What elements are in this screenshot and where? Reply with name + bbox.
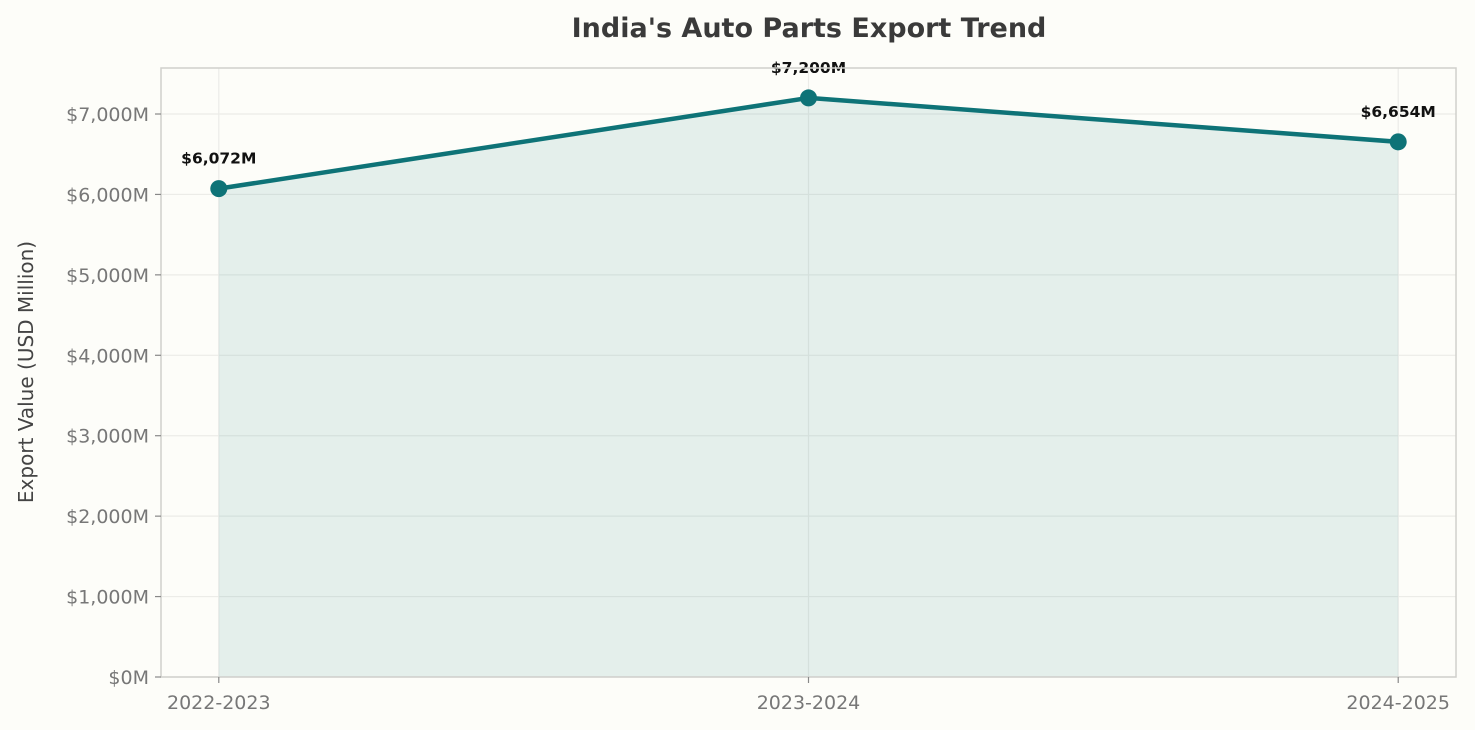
x-tick-label: 2024-2025 — [1346, 692, 1450, 714]
area-fill — [218, 97, 1399, 677]
y-tick-label: $7,000M — [66, 104, 149, 126]
y-axis-label: Export Value (USD Million) — [14, 241, 38, 503]
data-point — [1389, 133, 1407, 151]
chart-title: India's Auto Parts Export Trend — [572, 13, 1047, 44]
y-tick-label: $0M — [108, 667, 149, 689]
data-label: $6,072M — [181, 150, 256, 168]
x-tick-label: 2022-2023 — [167, 692, 271, 714]
y-tick-label: $1,000M — [66, 587, 149, 609]
data-point — [210, 180, 228, 198]
y-tick-label: $5,000M — [66, 265, 149, 287]
x-tick-label: 2023-2024 — [757, 692, 861, 714]
data-point — [800, 89, 817, 107]
y-tick-label: $3,000M — [66, 426, 149, 448]
y-tick-label: $6,000M — [66, 184, 149, 206]
data-label: $6,654M — [1361, 103, 1436, 121]
y-tick-label: $4,000M — [66, 345, 149, 367]
y-tick-label: $2,000M — [66, 506, 149, 528]
